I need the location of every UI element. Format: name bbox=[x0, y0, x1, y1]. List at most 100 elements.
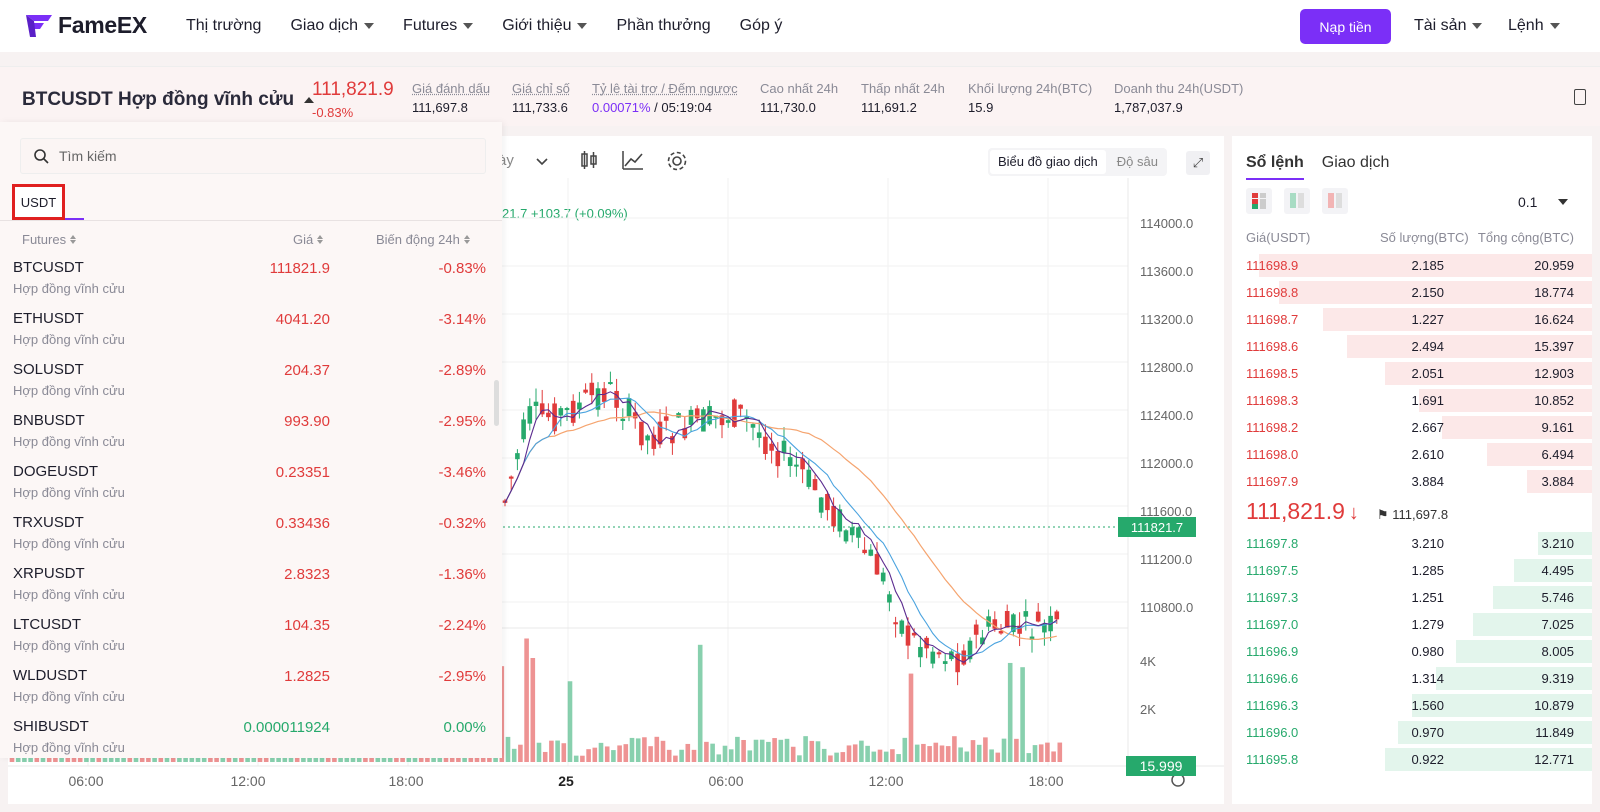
bid-row[interactable]: 111696.0 0.970 11.849 bbox=[1232, 719, 1592, 746]
market-list-item[interactable]: ETHUSDT Hợp đồng vĩnh cửu 4041.20 -3.14% bbox=[0, 307, 502, 358]
sort-change[interactable]: Biến động 24h bbox=[376, 232, 470, 247]
volume-bar bbox=[815, 741, 821, 762]
sort-futures[interactable]: Futures bbox=[22, 232, 77, 247]
volume-bar bbox=[660, 740, 666, 762]
fullscreen-icon[interactable]: ⤢ bbox=[1186, 151, 1210, 175]
chevron-down-icon[interactable] bbox=[536, 158, 548, 166]
stat-label: Cao nhất 24h bbox=[760, 81, 839, 96]
volume-axis-tick: 4K bbox=[1140, 654, 1156, 669]
bids-only-view-icon[interactable] bbox=[1284, 188, 1310, 214]
candle-body bbox=[1011, 614, 1016, 633]
ask-row[interactable]: 111697.9 3.884 3.884 bbox=[1232, 468, 1592, 495]
market-list-item[interactable]: SOLUSDT Hợp đồng vĩnh cửu 204.37 -2.89% bbox=[0, 358, 502, 409]
volume-bar bbox=[1038, 744, 1044, 762]
settings-gear-icon[interactable] bbox=[666, 150, 688, 172]
nav-item[interactable]: Phần thưởng bbox=[616, 17, 710, 35]
candlestick-icon[interactable] bbox=[580, 150, 598, 170]
nav-item[interactable]: Futures bbox=[403, 17, 474, 35]
ask-row[interactable]: 111698.3 1.691 10.852 bbox=[1232, 387, 1592, 414]
market-list-item[interactable]: BTCUSDT Hợp đồng vĩnh cửu 111821.9 -0.83% bbox=[0, 256, 502, 307]
ask-price: 111698.9 bbox=[1246, 258, 1299, 273]
volume-bar bbox=[902, 737, 908, 762]
ask-qty: 3.884 bbox=[1411, 474, 1444, 489]
market-list-item[interactable]: SHIBUSDT Hợp đồng vĩnh cửu 0.000011924 0.00… bbox=[0, 715, 502, 758]
volume-bar bbox=[524, 638, 529, 762]
bid-price: 111695.8 bbox=[1246, 752, 1299, 767]
ask-row[interactable]: 111698.2 2.667 9.161 bbox=[1232, 414, 1592, 441]
market-list-item[interactable]: BNBUSDT Hợp đồng vĩnh cửu 993.90 -2.95% bbox=[0, 409, 502, 460]
ask-row[interactable]: 111698.0 2.610 6.494 bbox=[1232, 441, 1592, 468]
document-icon[interactable] bbox=[1574, 89, 1586, 105]
volume-bar bbox=[1026, 753, 1032, 762]
volume-bar bbox=[710, 743, 715, 762]
nav-item[interactable]: Giao dịch bbox=[290, 17, 375, 35]
volume-bar bbox=[431, 754, 436, 762]
volume-bar bbox=[914, 744, 920, 762]
candle-body bbox=[800, 458, 805, 470]
candle-body bbox=[620, 418, 626, 422]
col-change: Biến động 24h bbox=[376, 232, 460, 247]
nav-item[interactable]: Thị trường bbox=[186, 17, 261, 35]
tab-order-book[interactable]: Sổ lệnh bbox=[1246, 154, 1304, 180]
tab-usdt[interactable]: USDT bbox=[12, 184, 65, 220]
orders-menu[interactable]: Lệnh bbox=[1508, 0, 1560, 52]
scrollbar[interactable] bbox=[494, 380, 499, 426]
volume-bar bbox=[635, 738, 641, 762]
nav-item-label: Thị trường bbox=[186, 17, 262, 34]
ask-row[interactable]: 111698.5 2.051 12.903 bbox=[1232, 360, 1592, 387]
brand-logo[interactable]: FameEX bbox=[24, 12, 147, 39]
ask-row[interactable]: 111698.7 1.227 16.624 bbox=[1232, 306, 1592, 333]
search-placeholder: Tìm kiếm bbox=[59, 148, 117, 164]
ask-row[interactable]: 111698.8 2.150 18.774 bbox=[1232, 279, 1592, 306]
indicator-icon[interactable] bbox=[622, 150, 644, 170]
candle-body bbox=[781, 440, 787, 454]
market-symbol: WLDUSDT bbox=[13, 667, 88, 684]
tab-trades[interactable]: Giao dịch bbox=[1321, 154, 1390, 171]
both-sides-view-icon[interactable] bbox=[1246, 188, 1272, 214]
bid-row[interactable]: 111697.0 1.279 7.025 bbox=[1232, 611, 1592, 638]
candle-body bbox=[924, 637, 929, 649]
ask-row[interactable]: 111698.6 2.494 15.397 bbox=[1232, 333, 1592, 360]
bid-row[interactable]: 111696.6 1.314 9.319 bbox=[1232, 665, 1592, 692]
nav-item[interactable]: Góp ý bbox=[740, 17, 783, 35]
sort-price[interactable]: Giá bbox=[293, 232, 324, 247]
candle-body bbox=[763, 436, 768, 454]
candle-body bbox=[1017, 625, 1022, 634]
nav-item[interactable]: Giới thiệu bbox=[502, 17, 588, 35]
volume-bar bbox=[1007, 662, 1013, 762]
market-list-item[interactable]: TRXUSDT Hợp đồng vĩnh cửu 0.33436 -0.32% bbox=[0, 511, 502, 562]
candle-body bbox=[583, 389, 588, 393]
volume-bar bbox=[611, 750, 616, 762]
tab-trading-chart[interactable]: Biểu đồ giao dịch bbox=[990, 150, 1106, 174]
market-list-item[interactable]: WLDUSDT Hợp đồng vĩnh cửu 1.2825 -2.95% bbox=[0, 664, 502, 715]
search-input[interactable]: Tìm kiếm bbox=[20, 138, 486, 174]
candle-body bbox=[893, 622, 898, 625]
chevron-down-icon bbox=[364, 23, 375, 29]
market-list-item[interactable]: XRPUSDT Hợp đồng vĩnh cửu 2.8323 -1.36% bbox=[0, 562, 502, 613]
asks-only-view-icon[interactable] bbox=[1322, 188, 1348, 214]
volume-bar bbox=[728, 749, 734, 762]
volume-bar bbox=[679, 749, 684, 762]
precision-select[interactable]: 0.1 bbox=[1510, 190, 1574, 214]
bid-row[interactable]: 111697.8 3.210 3.210 bbox=[1232, 530, 1592, 557]
market-price: 0.33436 bbox=[275, 515, 330, 532]
bid-row[interactable]: 111696.9 0.980 8.005 bbox=[1232, 638, 1592, 665]
assets-menu[interactable]: Tài sản bbox=[1414, 0, 1483, 52]
volume-bar bbox=[735, 736, 740, 762]
bid-row[interactable]: 111696.3 1.560 10.879 bbox=[1232, 692, 1592, 719]
volume-bar bbox=[995, 752, 1001, 762]
market-list-item[interactable]: LTCUSDT Hợp đồng vĩnh cửu 104.35 -2.24% bbox=[0, 613, 502, 664]
volume-bar bbox=[1032, 745, 1038, 762]
symbol-selector[interactable]: BTCUSDT Hợp đồng vĩnh cửu bbox=[22, 89, 315, 111]
deposit-button[interactable]: Nạp tiền bbox=[1300, 9, 1391, 44]
bid-row[interactable]: 111695.8 0.922 12.771 bbox=[1232, 746, 1592, 773]
bid-row[interactable]: 111697.3 1.251 5.746 bbox=[1232, 584, 1592, 611]
market-list-item[interactable]: DOGEUSDT Hợp đồng vĩnh cửu 0.23351 -3.46% bbox=[0, 460, 502, 511]
tab-depth-chart[interactable]: Độ sâu bbox=[1116, 154, 1158, 169]
stat-high-24h: Cao nhất 24h 111,730.0 bbox=[760, 81, 838, 115]
stat-label[interactable]: Tỷ lệ tài trợ / Đếm ngược bbox=[592, 81, 738, 96]
ask-row[interactable]: 111698.9 2.185 20.959 bbox=[1232, 252, 1592, 279]
bid-row[interactable]: 111697.5 1.285 4.495 bbox=[1232, 557, 1592, 584]
stat-label[interactable]: Giá chỉ số bbox=[512, 81, 570, 96]
stat-label[interactable]: Giá đánh dấu bbox=[412, 81, 491, 96]
